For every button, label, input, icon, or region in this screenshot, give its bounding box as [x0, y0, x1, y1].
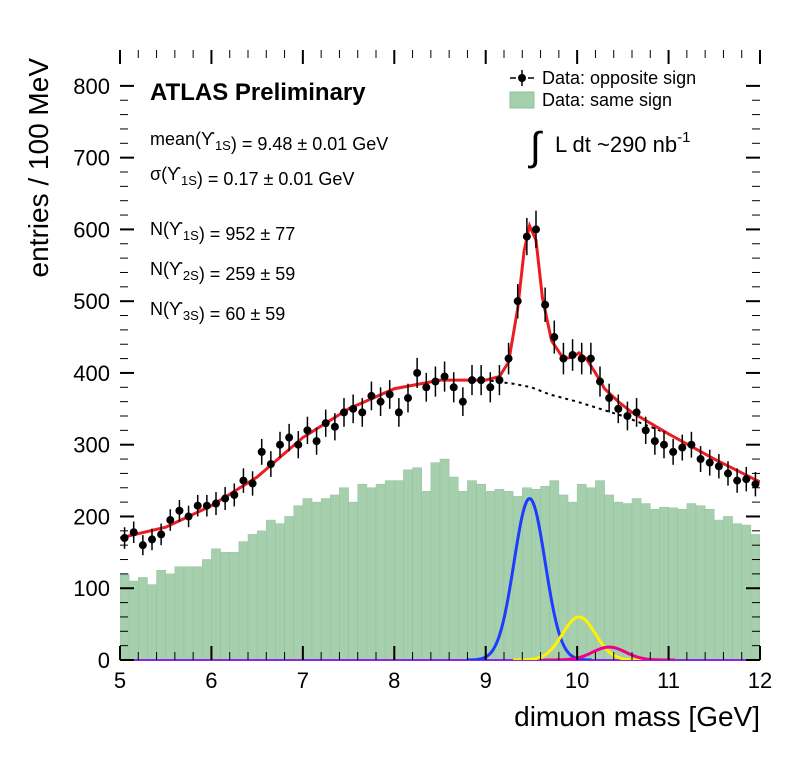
annot-sigma: σ(ϒ1S) = 0.17 ± 0.01 GeV: [150, 164, 354, 189]
chart-svg: 5 6 7 8 9 10 11 12 0 100 200 300 400 500 600 700 800 dimu…: [0, 0, 796, 772]
legend-opposite: Data: opposite sign: [542, 68, 696, 88]
x-axis-label: dimuon mass [GeV]: [514, 701, 760, 732]
annot-n1: N(ϒ1S) = 952 ± 77: [150, 219, 295, 244]
chart-title: ATLAS Preliminary: [150, 79, 366, 106]
xtick-label: 7: [297, 668, 309, 693]
annot-lumi: ∫ L dt ~290 nb-1: [528, 125, 690, 169]
chart-container: 5 6 7 8 9 10 11 12 0 100 200 300 400 500 600 700 800 dimu…: [0, 0, 796, 772]
ytick-label: 400: [73, 361, 110, 386]
annot-n2: N(ϒ2S) = 259 ± 59: [150, 259, 295, 284]
xtick-label: 12: [748, 668, 772, 693]
xtick-label: 9: [480, 668, 492, 693]
ytick-label: 100: [73, 576, 110, 601]
ytick-label: 700: [73, 146, 110, 171]
ytick-label: 500: [73, 289, 110, 314]
ytick-label: 0: [98, 648, 110, 673]
xtick-label: 11: [657, 668, 680, 693]
ytick-label: 300: [73, 433, 110, 458]
annot-mean: mean(ϒ1S) = 9.48 ± 0.01 GeV: [150, 129, 388, 154]
histogram-same-sign: [120, 459, 760, 660]
xtick-label: 6: [205, 668, 217, 693]
ytick-label: 800: [73, 74, 110, 99]
svg-text:∫: ∫: [528, 125, 544, 169]
xtick-label: 8: [388, 668, 400, 693]
legend: Data: opposite signData: same sign: [510, 68, 696, 110]
xtick-label: 10: [565, 668, 589, 693]
annot-n3: N(ϒ3S) = 60 ± 59: [150, 299, 285, 324]
xtick-label: 5: [114, 668, 126, 693]
ytick-label: 200: [73, 504, 110, 529]
legend-same: Data: same sign: [542, 90, 672, 110]
svg-text:L dt ~290 nb-1: L dt ~290 nb-1: [555, 129, 690, 157]
y-axis-label: entries / 100 MeV: [23, 58, 54, 278]
ytick-label: 600: [73, 217, 110, 242]
